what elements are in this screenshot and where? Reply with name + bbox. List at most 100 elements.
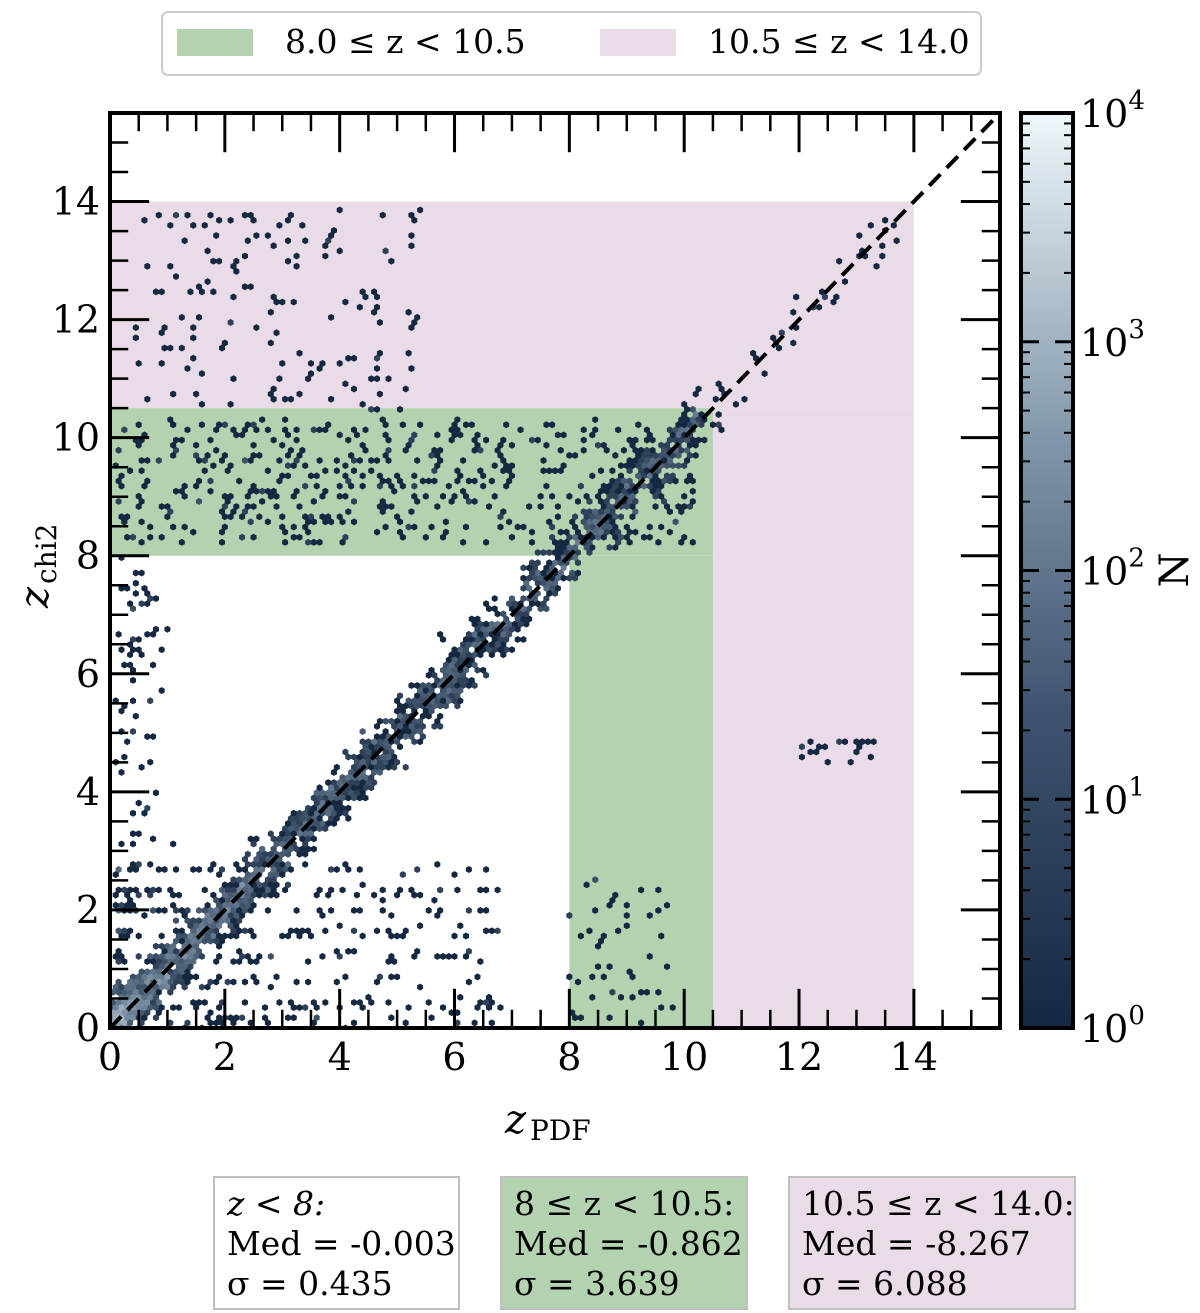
hexbin-cell	[241, 252, 248, 260]
hexbin-cell	[859, 738, 866, 746]
hexbin-cell	[236, 876, 243, 884]
hexbin-cell	[164, 942, 171, 950]
hexbin-cell	[181, 482, 188, 490]
hexbin-cell	[368, 763, 375, 771]
hexbin-cell	[675, 451, 682, 459]
hexbin-cell	[471, 661, 478, 669]
hexbin-cell	[325, 891, 332, 899]
hexbin-cell	[589, 472, 596, 480]
hexbin-cell	[893, 237, 900, 245]
hexbin-cell	[537, 492, 544, 500]
hexbin-cell	[577, 482, 584, 490]
hexbin-cell	[330, 820, 337, 827]
hexbin-cell	[348, 789, 355, 797]
hexbin-cell	[336, 809, 343, 817]
hexbin-cell	[428, 1014, 435, 1022]
hexbin-cell	[221, 891, 228, 899]
legend-label-pink: 10.5 ≤ z < 14.0	[708, 22, 970, 61]
hexbin-cell	[382, 758, 389, 766]
hexbin-cell	[178, 906, 185, 914]
hexbin-cell	[328, 794, 335, 802]
hexbin-cell	[606, 901, 613, 909]
hexbin-cell	[224, 886, 231, 894]
hexbin-cell	[193, 482, 200, 490]
hexbin-cell	[241, 927, 248, 935]
hexbin-cell	[241, 978, 248, 986]
hexbin-cell	[451, 952, 458, 960]
hexbin-cell	[305, 927, 312, 935]
hexbin-cell	[575, 569, 581, 577]
hexbin-cell	[408, 733, 415, 741]
hexbin-cell	[170, 451, 177, 459]
hexbin-cell	[305, 528, 312, 536]
hexbin-cell	[612, 513, 619, 521]
hexbin-cell	[658, 492, 665, 500]
hexbin-cell	[468, 636, 475, 643]
hexbin-cell	[351, 426, 357, 434]
hexbin-cell	[325, 809, 332, 817]
hexbin-cell	[112, 891, 119, 899]
hexbin-cell	[402, 385, 409, 393]
hexbin-cell	[279, 932, 286, 940]
hexbin-cell	[351, 1019, 357, 1027]
hexbin-cell	[181, 237, 188, 245]
hexbin-cell	[411, 891, 418, 899]
hexbin-cell	[132, 334, 139, 342]
hexbin-cell	[552, 579, 558, 587]
hexbin-cell	[201, 467, 208, 475]
hexbin-cell	[184, 968, 191, 976]
hexbin-cell	[184, 937, 191, 945]
hexbin-cell	[603, 497, 610, 505]
hexbin-cell	[290, 1004, 297, 1011]
hexbin-cell	[130, 860, 136, 868]
hexbin-cell	[147, 993, 154, 1001]
hexbin-cell	[422, 707, 429, 715]
hexbin-cell	[216, 216, 223, 224]
hexbin-cell	[666, 426, 673, 434]
hexbin-cell	[282, 825, 289, 833]
hexbin-cell	[684, 457, 691, 464]
hexbin-cell	[173, 958, 179, 965]
hexbin-cell	[227, 912, 234, 919]
hexbin-cell	[204, 451, 211, 459]
hexbin-cell	[161, 866, 168, 873]
hexbin-cell	[178, 937, 185, 945]
hexbin-cell	[669, 431, 676, 439]
hexbin-cell	[638, 886, 645, 894]
hexbin-cell	[394, 891, 401, 899]
hexbin-cell	[196, 906, 202, 914]
hexbin-cell	[170, 901, 177, 909]
hexbin-cell	[155, 988, 162, 996]
hexbin-cell	[460, 651, 467, 659]
hexbin-cell	[503, 646, 510, 654]
hexbin-cell	[282, 538, 289, 546]
hexbin-cell	[285, 881, 291, 889]
hexbin-cell	[247, 518, 254, 526]
hexbin-cell	[615, 487, 622, 495]
hexbin-cell	[371, 768, 378, 776]
hexbin-cell	[437, 692, 444, 700]
hexbin-cell	[655, 477, 662, 485]
hexbin-cell	[130, 840, 136, 848]
hexbin-cell	[417, 738, 424, 746]
hexbin-cell	[115, 978, 122, 986]
hexbin-cell	[316, 825, 323, 833]
hexbin-cell	[385, 743, 392, 751]
hexbin-cell	[285, 462, 291, 470]
hexbin-cell	[609, 467, 616, 475]
hexbin-cell	[546, 467, 553, 475]
hexbin-cell	[448, 661, 455, 669]
hexbin-cell	[681, 400, 688, 408]
hexbin-cell	[201, 999, 208, 1006]
hexbin-cell	[477, 886, 484, 894]
hexbin-cell	[646, 482, 653, 490]
hexbin-cell	[216, 942, 223, 950]
hexbin-cell	[434, 860, 441, 868]
hexbin-cell	[684, 477, 691, 485]
hexbin-cell	[376, 349, 383, 357]
hexbin-cell	[620, 477, 627, 485]
hexbin-cell	[356, 866, 363, 873]
hexbin-cell	[600, 523, 607, 531]
hexbin-cell	[465, 947, 472, 955]
hexbin-cell	[267, 492, 274, 500]
